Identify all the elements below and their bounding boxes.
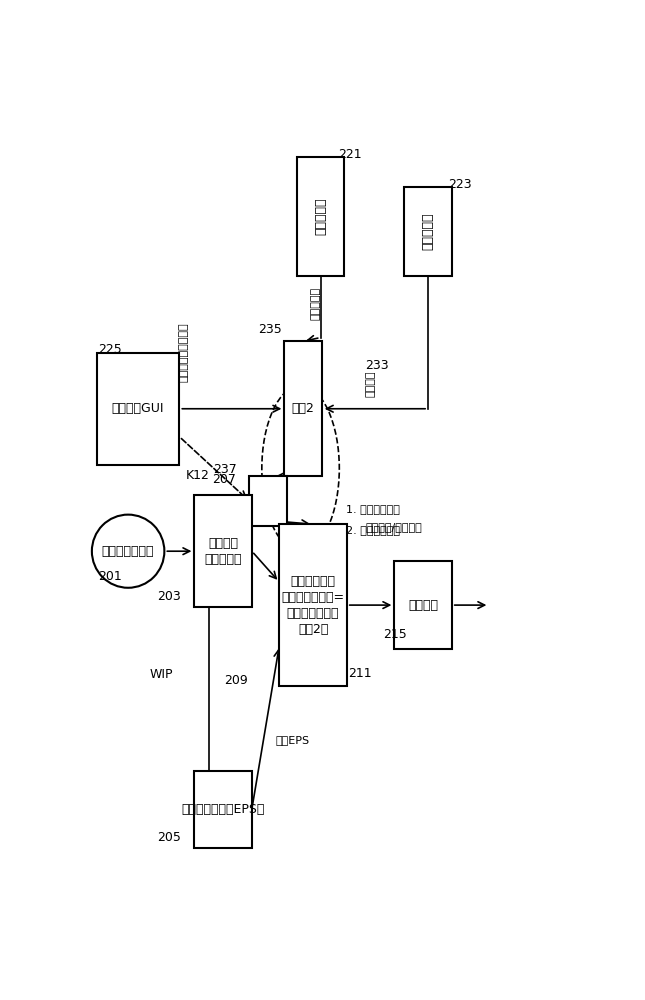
Text: K12: K12: [186, 469, 210, 482]
FancyBboxPatch shape: [297, 157, 344, 276]
FancyBboxPatch shape: [194, 495, 252, 607]
Text: 205: 205: [157, 831, 181, 844]
Text: WIP: WIP: [150, 668, 173, 681]
Text: 237: 237: [213, 463, 237, 476]
Ellipse shape: [92, 515, 164, 588]
Text: 215: 215: [383, 628, 407, 641]
FancyBboxPatch shape: [97, 353, 179, 465]
Text: 工具状态: 工具状态: [366, 370, 375, 397]
Text: 211: 211: [348, 667, 372, 680]
Text: 更新系统: 更新系统: [408, 599, 438, 612]
Text: 在制品预测: 在制品预测: [311, 287, 321, 320]
FancyBboxPatch shape: [194, 771, 252, 848]
FancyBboxPatch shape: [394, 561, 451, 649]
Text: 235: 235: [258, 323, 282, 336]
Text: 1. 通过批次分数: 1. 通过批次分数: [346, 504, 399, 514]
FancyBboxPatch shape: [279, 524, 347, 686]
Text: 调度次序分数
（调度次序分数=
外部次序分数－
规则2）: 调度次序分数 （调度次序分数= 外部次序分数－ 规则2）: [281, 575, 344, 636]
Text: 221: 221: [338, 148, 362, 161]
Text: 209: 209: [224, 674, 248, 687]
Text: 生产线状态: 生产线状态: [314, 198, 327, 235]
FancyBboxPatch shape: [284, 341, 322, 476]
Text: 批次EPS: 批次EPS: [275, 735, 310, 745]
Text: 207: 207: [212, 473, 235, 486]
Text: 外部次序分数（EPS）: 外部次序分数（EPS）: [181, 803, 265, 816]
FancyBboxPatch shape: [250, 476, 287, 526]
Text: 233: 233: [366, 359, 389, 372]
Text: 调度维护GUI: 调度维护GUI: [112, 402, 164, 415]
FancyBboxPatch shape: [404, 187, 452, 276]
Text: 每个规则的调度参数: 每个规则的调度参数: [178, 322, 188, 382]
Text: 最终批次/工具分数: 最终批次/工具分数: [366, 522, 422, 532]
Text: 2. 通过工具分数: 2. 通过工具分数: [346, 525, 399, 535]
Text: 批次建立和处理: 批次建立和处理: [102, 545, 154, 558]
Text: 规则2: 规则2: [292, 402, 315, 415]
Text: 201: 201: [98, 570, 122, 583]
Text: 225: 225: [98, 343, 122, 356]
Text: 工具负载力: 工具负载力: [422, 213, 435, 250]
Text: 当前工具
在制品列表: 当前工具 在制品列表: [204, 537, 242, 566]
Text: 223: 223: [448, 178, 471, 191]
Text: 203: 203: [157, 590, 181, 603]
